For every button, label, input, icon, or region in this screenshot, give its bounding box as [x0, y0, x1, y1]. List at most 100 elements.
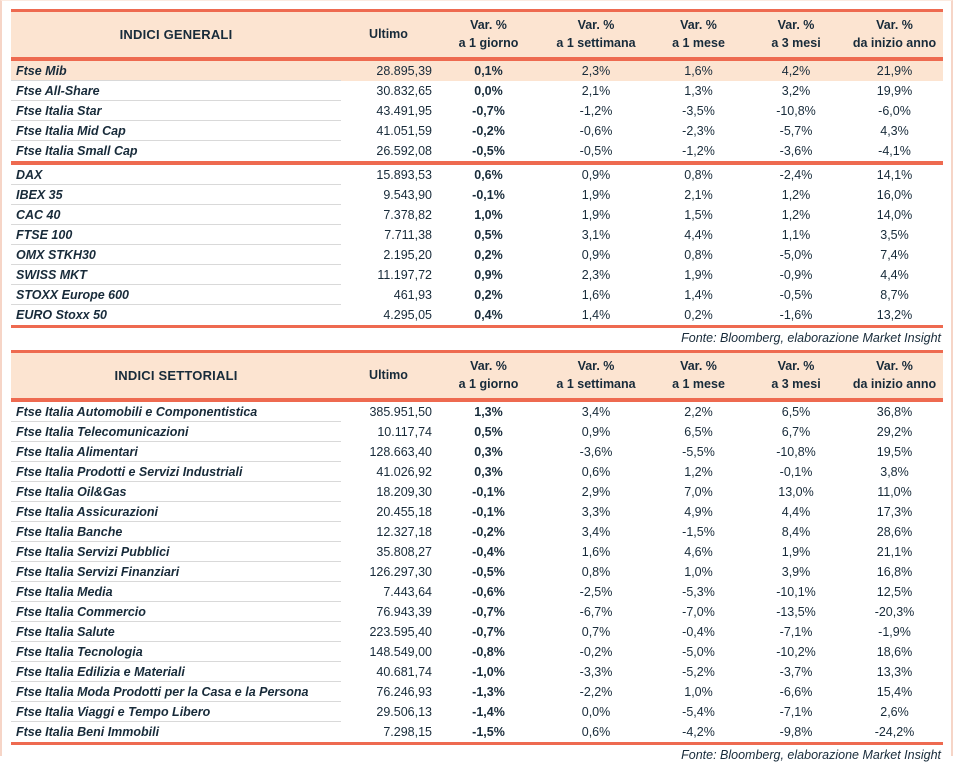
index-name-cell: Ftse Italia Tecnologia — [11, 642, 341, 662]
var-value-cell: 1,3% — [474, 405, 503, 419]
var-value-cell: -0,2% — [579, 645, 613, 659]
index-name-cell: SWISS MKT — [11, 265, 341, 285]
var-value-cell: 11,0% — [877, 485, 912, 499]
index-name-cell: FTSE 100 — [11, 225, 341, 245]
index-name-cell: EURO Stoxx 50 — [16, 308, 108, 322]
table-row: Ftse Italia Oil&Gas 18.209,30 -0,1% 2,9% 7,0… — [11, 482, 943, 502]
var-period-label: a 3 mesi — [771, 377, 821, 391]
table-row: Ftse Italia Mid Cap 41.051,59 -0,2% -0,6% -2… — [11, 121, 943, 141]
var-value-cell: -2,2% — [579, 685, 613, 699]
ultimo-value-cell: 43.491,95 — [376, 104, 432, 118]
ultimo-value-cell: 40.681,74 — [376, 665, 432, 679]
var-value-cell: 0,9% — [581, 425, 611, 439]
ultimo-value-cell: 128.663,40 — [369, 445, 432, 459]
var-value-cell: 4,3% — [880, 124, 909, 138]
var-value-cell: 0,1% — [474, 64, 503, 78]
column-header-var: Var. % da inizio anno — [846, 357, 943, 393]
var-value-cell: -0,2% — [472, 525, 505, 539]
table-header-row: INDICI GENERALI Ultimo Var. % a 1 giorno V… — [11, 12, 943, 57]
table-row: Ftse Italia Assicurazioni 20.455,18 -0,1% 3… — [11, 502, 943, 522]
var-label: Var. % — [777, 359, 815, 373]
table-row: Ftse Italia Small Cap 26.592,08 -0,5% -0,5%… — [11, 141, 943, 161]
var-value-cell: 28,6% — [876, 525, 913, 539]
var-value-cell: 1,6% — [581, 288, 611, 302]
var-value-cell: -1,5% — [472, 725, 505, 739]
var-value-cell: 13,2% — [876, 308, 913, 322]
var-value-cell: -0,2% — [472, 124, 505, 138]
ultimo-value-cell: 7.298,15 — [383, 725, 432, 739]
var-value-cell: 2,3% — [581, 268, 611, 282]
ultimo-value-cell: 26.592,08 — [376, 144, 432, 158]
var-value-cell: 3,4% — [581, 405, 611, 419]
var-value-cell: 2,1% — [684, 188, 713, 202]
var-value-cell: 0,3% — [474, 445, 503, 459]
ultimo-value-cell: 30.832,65 — [376, 84, 432, 98]
var-value-cell: 1,2% — [781, 188, 811, 202]
ultimo-value-cell: 223.595,40 — [369, 625, 432, 639]
var-value-cell: 6,5% — [781, 405, 811, 419]
var-value-cell: 0,8% — [581, 565, 611, 579]
var-value-cell: 0,7% — [581, 625, 611, 639]
var-value-cell: 13,3% — [876, 665, 913, 679]
ultimo-value-cell: 126.297,30 — [369, 565, 432, 579]
column-header-var: Var. % da inizio anno — [846, 16, 943, 52]
ultimo-value-cell: 4.295,05 — [383, 308, 432, 322]
var-value-cell: 1,0% — [684, 565, 713, 579]
var-value-cell: 1,9% — [581, 208, 611, 222]
var-label: Var. % — [577, 359, 615, 373]
var-value-cell: 13,0% — [778, 485, 814, 499]
table-row: IBEX 35 9.543,90 -0,1% 1,9% 2,1% 1,2% 16,0% — [11, 185, 943, 205]
index-name-cell: Ftse Italia Beni Immobili — [16, 725, 160, 739]
table-row: CAC 40 7.378,82 1,0% 1,9% 1,5% 1,2% 14,0% — [11, 205, 943, 225]
var-value-cell: -13,5% — [776, 605, 816, 619]
var-value-cell: 0,2% — [474, 248, 503, 262]
index-name-cell: STOXX Europe 600 — [11, 285, 341, 305]
var-value-cell: -20,3% — [874, 605, 915, 619]
table-row: Ftse Italia Star 43.491,95 -0,7% -1,2% -3,5%… — [11, 101, 943, 121]
ultimo-value-cell: 15.893,53 — [376, 168, 432, 182]
ultimo-value-cell: 12.327,18 — [376, 525, 432, 539]
table-row: Ftse Italia Servizi Pubblici 35.808,27 -0,… — [11, 542, 943, 562]
var-value-cell: 21,1% — [876, 545, 913, 559]
var-value-cell: 15,4% — [876, 685, 913, 699]
var-value-cell: 0,9% — [581, 168, 611, 182]
var-value-cell: -0,1% — [472, 505, 505, 519]
var-value-cell: -5,0% — [779, 248, 813, 262]
table-row: Ftse Italia Moda Prodotti per la Casa e … — [11, 682, 943, 702]
table-row: Ftse Italia Salute 223.595,40 -0,7% 0,7% -0,… — [11, 622, 943, 642]
var-value-cell: -1,4% — [472, 705, 505, 719]
var-value-cell: 1,9% — [781, 545, 811, 559]
column-header-var: Var. % a 1 giorno — [436, 357, 541, 393]
var-value-cell: -0,4% — [682, 625, 715, 639]
var-value-cell: -5,7% — [779, 124, 813, 138]
index-name-cell: CAC 40 — [11, 205, 341, 225]
var-value-cell: 0,2% — [684, 308, 713, 322]
var-value-cell: 1,4% — [684, 288, 713, 302]
var-value-cell: 0,5% — [474, 425, 503, 439]
double-rule-separator — [11, 161, 943, 165]
index-name-cell: Ftse Italia Moda Prodotti per la Casa e … — [11, 682, 341, 702]
table-row: OMX STKH30 2.195,20 0,2% 0,9% 0,8% -5,0% 7,4% — [11, 245, 943, 265]
var-value-cell: -2,3% — [682, 124, 715, 138]
var-value-cell: 1,6% — [684, 64, 713, 78]
column-header-ultimo: Ultimo — [369, 27, 408, 41]
var-value-cell: 0,3% — [474, 465, 503, 479]
table-row: Ftse Italia Tecnologia 148.549,00 -0,8% -0,… — [11, 642, 943, 662]
var-value-cell: 0,9% — [581, 248, 611, 262]
var-value-cell: 4,9% — [684, 505, 713, 519]
table-row: Ftse All-Share 30.832,65 0,0% 2,1% 1,3% 3,2% 1… — [11, 81, 943, 101]
column-header-var: Var. % a 1 settimana — [541, 357, 651, 393]
index-name-cell: Ftse Italia Telecomunicazioni — [11, 422, 341, 442]
var-value-cell: 1,0% — [474, 208, 503, 222]
index-name-cell: Ftse Italia Viaggi e Tempo Libero — [11, 702, 341, 722]
table-row: Ftse Italia Viaggi e Tempo Libero 29.506,… — [11, 702, 943, 722]
table-row: SWISS MKT 11.197,72 0,9% 2,3% 1,9% -0,9% 4,4% — [11, 265, 943, 285]
var-value-cell: 7,0% — [684, 485, 713, 499]
table-row: STOXX Europe 600 461,93 0,2% 1,6% 1,4% -0,5% 8… — [11, 285, 943, 305]
ultimo-value-cell: 385.951,50 — [369, 405, 432, 419]
var-label: Var. % — [876, 359, 913, 373]
table-row: Ftse Italia Automobili e Componentistica… — [11, 402, 943, 422]
index-name-cell: Ftse Italia Edilizia e Materiali — [11, 662, 341, 682]
var-value-cell: 16,8% — [876, 565, 913, 579]
index-name-cell: DAX — [11, 165, 341, 185]
